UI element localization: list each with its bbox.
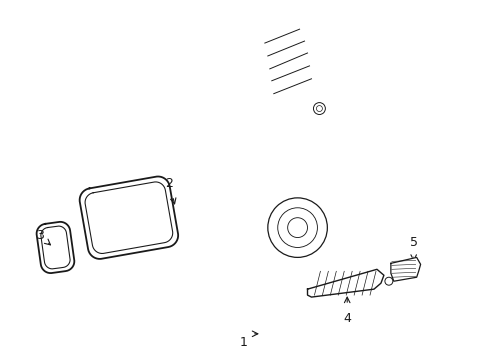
Text: 4: 4 xyxy=(343,312,350,325)
Text: 2: 2 xyxy=(164,177,172,190)
Text: 3: 3 xyxy=(36,229,43,242)
Polygon shape xyxy=(307,269,383,297)
Text: 5: 5 xyxy=(409,237,417,249)
Text: 1: 1 xyxy=(240,336,247,349)
Polygon shape xyxy=(390,257,420,281)
